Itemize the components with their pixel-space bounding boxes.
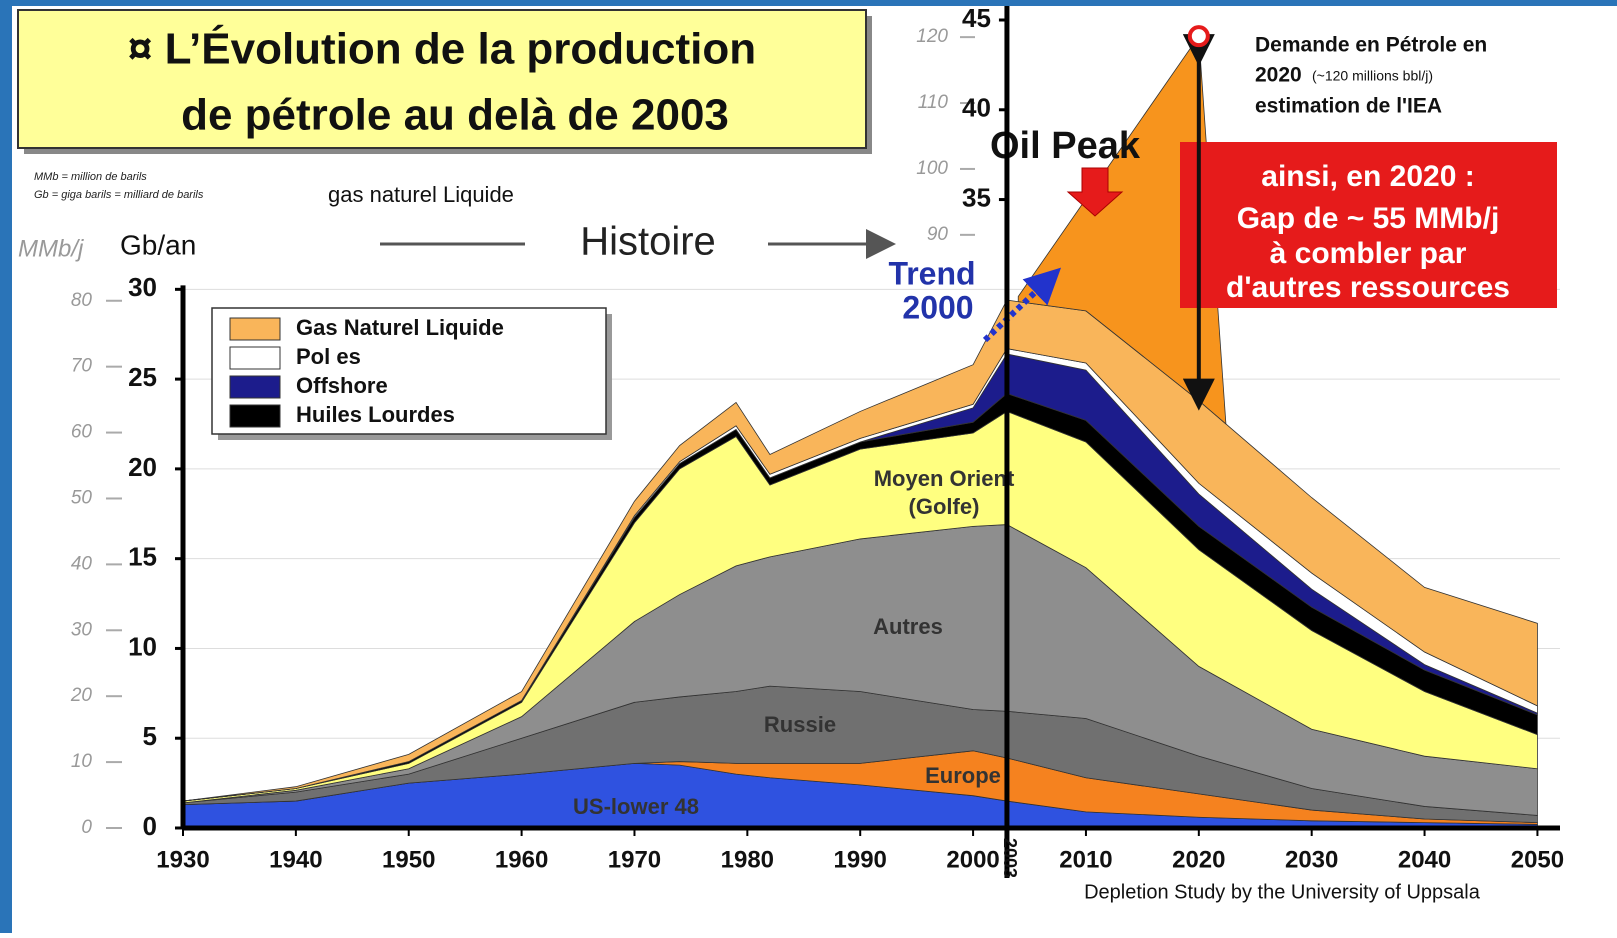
frame-strip <box>0 0 12 933</box>
subtitle: gas naturel Liquide <box>328 182 514 207</box>
x-tick-label: 2040 <box>1398 846 1451 873</box>
title: ¤ L’Évolution de la production <box>128 24 756 74</box>
legend-label: Pol es <box>296 344 361 369</box>
gap-text: à combler par <box>1270 237 1467 270</box>
x-tick-label: 1990 <box>834 846 887 873</box>
y2-tick-label: 70 <box>71 356 93 377</box>
y2-tick-label: 30 <box>71 619 93 640</box>
y2-tick-label: 40 <box>71 553 93 574</box>
y2-tick-label: 90 <box>927 224 949 245</box>
x-tick-label: 2030 <box>1285 846 1338 873</box>
trend-label: 2000 <box>902 289 973 325</box>
area-label: US-lower 48 <box>573 794 699 819</box>
y-tick-label: 20 <box>128 452 157 482</box>
y-tick-label: 30 <box>128 272 157 302</box>
y-tick-label: 10 <box>128 631 157 661</box>
y-tick-label: 45 <box>962 3 991 33</box>
gap-text: d'autres ressources <box>1226 271 1510 304</box>
legend-swatch <box>229 346 281 370</box>
y2-tick-label: 110 <box>918 92 949 113</box>
y-tick-label: 0 <box>143 811 157 841</box>
title-box <box>17 9 867 149</box>
demand-text: (~120 millions bbl/j) <box>1312 68 1433 84</box>
legend-swatch <box>229 317 281 341</box>
y2-axis-label: MMb/j <box>18 235 84 262</box>
area-label: Moyen Orient <box>874 466 1015 491</box>
legend-swatch <box>229 404 281 428</box>
gap-box <box>1180 142 1557 308</box>
y-tick-label: 5 <box>143 721 157 751</box>
trend-label: Trend <box>888 255 975 291</box>
x-tick-label: 2010 <box>1059 846 1112 873</box>
title: de pétrole au delà de 2003 <box>181 91 729 140</box>
y2-tick-label: 100 <box>916 158 948 179</box>
area-label: Autres <box>873 614 943 639</box>
frame-strip <box>0 0 1617 6</box>
note: Gb = giga barils = milliard de barils <box>34 189 204 201</box>
peak-arrow <box>1066 167 1124 217</box>
legend-label: Gas Naturel Liquide <box>296 315 504 340</box>
demand-text: 2020 <box>1255 64 1302 87</box>
x-tick-label: 2000 <box>946 846 999 873</box>
trend-arrow <box>982 267 1062 343</box>
x-tick-label: 1960 <box>495 846 548 873</box>
legend-label: Huiles Lourdes <box>296 402 455 427</box>
area <box>182 299 1538 802</box>
y2-tick-label: 120 <box>916 26 948 47</box>
demand-text: Demande en Pétrole en <box>1255 34 1487 57</box>
x-tick-label: 1970 <box>608 846 661 873</box>
y2-tick-label: 10 <box>71 751 93 772</box>
legend-label: Offshore <box>296 373 388 398</box>
source: Depletion Study by the University of Upp… <box>1084 881 1481 903</box>
demand-text: estimation de l'IEA <box>1255 95 1442 118</box>
area-label: Russie <box>764 712 836 737</box>
y2-tick-label: 50 <box>71 487 93 508</box>
note: MMb = million de barils <box>34 171 147 183</box>
gap-text: ainsi, en 2020 : <box>1261 160 1474 193</box>
y2-tick-label: 60 <box>71 422 93 443</box>
peak-year-label: 2003 <box>1000 838 1020 878</box>
y-tick-label: 35 <box>962 182 991 212</box>
y-axis-label: Gb/an <box>120 229 196 260</box>
gap-text: Gap de ~ 55 MMb/j <box>1237 202 1500 235</box>
y2-tick-label: 80 <box>71 290 93 311</box>
x-tick-label: 2020 <box>1172 846 1225 873</box>
y2-tick-label: 20 <box>70 685 93 706</box>
y2-tick-label: 0 <box>81 817 92 838</box>
demand-point <box>1187 25 1210 48</box>
area-label: (Golfe) <box>909 494 980 519</box>
x-tick-label: 2050 <box>1511 846 1564 873</box>
history-label: Histoire <box>580 220 716 264</box>
x-tick-label: 1940 <box>269 846 322 873</box>
x-tick-label: 1930 <box>156 846 209 873</box>
x-tick-label: 1950 <box>382 846 435 873</box>
y-tick-label: 40 <box>962 93 991 123</box>
legend-swatch <box>229 375 281 399</box>
x-tick-label: 1980 <box>721 846 774 873</box>
area-label: Europe <box>925 763 1001 788</box>
peak-label: Oil Peak <box>990 125 1141 167</box>
y-tick-label: 15 <box>128 542 157 572</box>
y-tick-label: 25 <box>128 362 157 392</box>
